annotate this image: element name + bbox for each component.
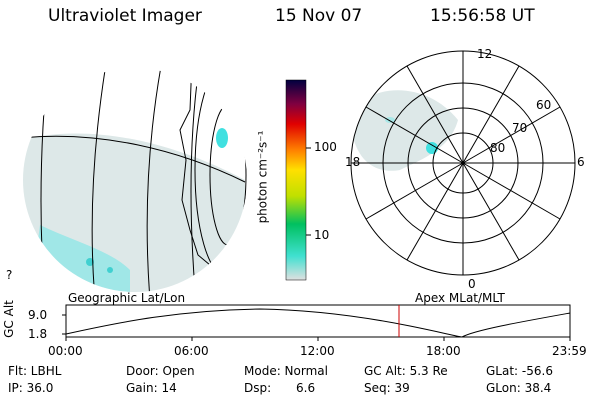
polar-mlt-12: 12 xyxy=(477,47,493,61)
info-glat: GLat: -56.6 xyxy=(486,364,553,378)
color-bar xyxy=(285,79,307,281)
info-dsp: Dsp: xyxy=(244,381,272,395)
info-ip: IP: 36.0 xyxy=(8,381,54,395)
colorbar-tick-10: 10 xyxy=(314,228,330,242)
orbit-xtick-1800: 18:00 xyxy=(426,344,461,358)
time-label: 15:56:58 UT xyxy=(430,6,535,26)
orbit-ytick-9: 9.0 xyxy=(28,308,48,322)
polar-mlt-18: 18 xyxy=(345,155,361,169)
globe-haze xyxy=(23,133,245,292)
colorbar-tick-100: 100 xyxy=(314,140,337,154)
info-flt: Flt: LBHL xyxy=(8,364,62,378)
altitude-curve xyxy=(65,308,571,338)
orbit-right-title: Apex MLat/MLT xyxy=(415,291,505,305)
orbit-xtick-2359: 23:59 xyxy=(552,344,587,358)
orbit-xtick-0000: 00:00 xyxy=(48,344,83,358)
orbit-y-axis-label: GC Alt xyxy=(1,300,16,338)
info-door: Door: Open xyxy=(126,364,195,378)
orbit-ytick-1-8: 1.8 xyxy=(28,327,48,341)
polar-haze xyxy=(351,90,458,171)
instrument-title: Ultraviolet Imager xyxy=(48,6,202,26)
globe-aurora-spot xyxy=(216,128,228,148)
polar-mlat-60: 60 xyxy=(536,98,552,112)
info-gc-alt: GC Alt: 5.3 Re xyxy=(364,364,448,378)
info-mode: Mode: Normal xyxy=(244,364,328,378)
date-label: 15 Nov 07 xyxy=(275,6,363,26)
orbit-xtick-0600: 06:00 xyxy=(174,344,209,358)
corner-mark: ? xyxy=(6,268,13,282)
polar-mlat-80: 80 xyxy=(490,141,506,155)
info-glon: GLon: 38.4 xyxy=(486,381,552,395)
polar-mlt-0: 0 xyxy=(468,277,476,291)
info-gain: Gain: 14 xyxy=(126,381,177,395)
orbit-xtick-1200: 12:00 xyxy=(300,344,335,358)
info-seq: Seq: 39 xyxy=(364,381,410,395)
geographic-map xyxy=(23,68,247,292)
orbit-panel xyxy=(62,304,571,341)
info-dsp-value: 6.6 xyxy=(296,381,316,395)
colorbar-unit-label: photon cm⁻²s⁻¹ xyxy=(255,130,270,224)
polar-mlt-6: 6 xyxy=(577,155,585,169)
orbit-left-title: Geographic Lat/Lon xyxy=(68,291,186,305)
polar-mlat-70: 70 xyxy=(512,121,528,135)
polar-plot xyxy=(350,50,576,276)
